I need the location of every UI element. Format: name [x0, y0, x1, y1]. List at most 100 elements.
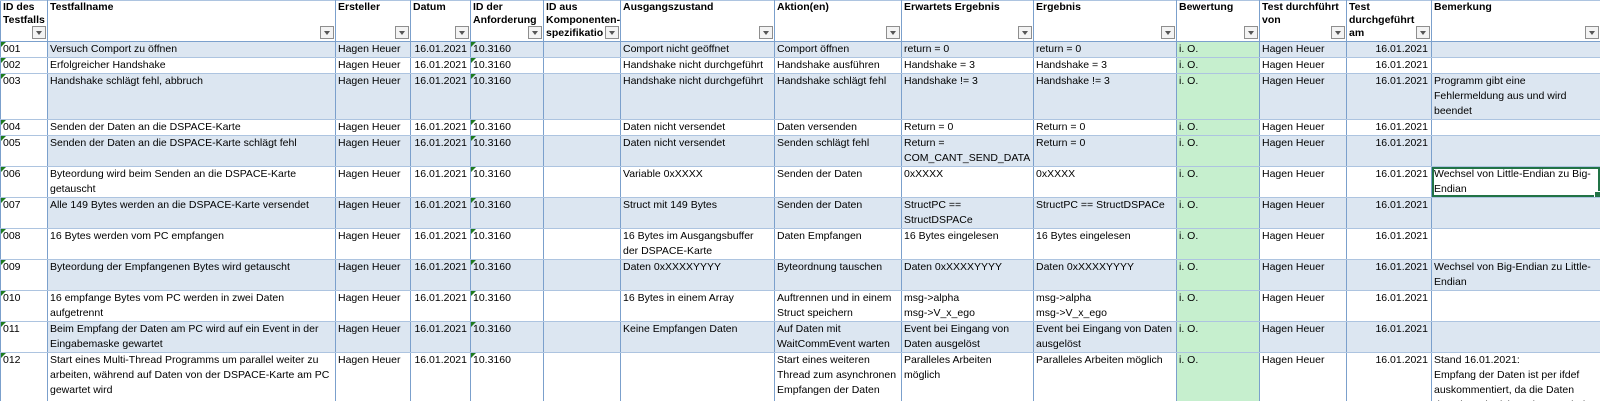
filter-button-test_von[interactable] [1331, 26, 1345, 39]
cell-002-komponentenspezifikation[interactable] [543, 57, 621, 74]
cell-009-datum[interactable]: 16.01.2021 [410, 259, 471, 291]
cell-005-komponentenspezifikation[interactable] [543, 135, 621, 167]
cell-012-aktion[interactable]: Start eines weiteren Thread zum asynchro… [774, 352, 902, 401]
cell-009-komponentenspezifikation[interactable] [543, 259, 621, 291]
cell-006-erwartetes_ergebnis[interactable]: 0xXXXX [901, 166, 1034, 198]
cell-008-anforderung[interactable]: 10.3160 [470, 228, 544, 260]
filter-button-erwartetes_ergebnis[interactable] [1018, 26, 1032, 39]
cell-011-anforderung[interactable]: 10.3160 [470, 321, 544, 353]
cell-003-test_am[interactable]: 16.01.2021 [1346, 73, 1432, 120]
filter-button-test_am[interactable] [1416, 26, 1430, 39]
cell-004-id[interactable]: 004 [0, 119, 48, 136]
cell-001-ersteller[interactable]: Hagen Heuer [335, 41, 411, 58]
cell-004-ergebnis[interactable]: Return = 0 [1033, 119, 1177, 136]
cell-001-testfallname[interactable]: Versuch Comport zu öffnen [47, 41, 336, 58]
cell-003-datum[interactable]: 16.01.2021 [410, 73, 471, 120]
cell-001-id[interactable]: 001 [0, 41, 48, 58]
cell-007-erwartetes_ergebnis[interactable]: StructPC == StructDSPACe [901, 197, 1034, 229]
cell-001-ergebnis[interactable]: return = 0 [1033, 41, 1177, 58]
cell-003-aktion[interactable]: Handshake schlägt fehl [774, 73, 902, 120]
cell-010-ergebnis[interactable]: msg->alpha msg->V_x_ego [1033, 290, 1177, 322]
cell-006-test_am[interactable]: 16.01.2021 [1346, 166, 1432, 198]
cell-008-test_am[interactable]: 16.01.2021 [1346, 228, 1432, 260]
cell-008-ersteller[interactable]: Hagen Heuer [335, 228, 411, 260]
cell-004-aktion[interactable]: Daten versenden [774, 119, 902, 136]
cell-012-id[interactable]: 012 [0, 352, 48, 401]
cell-012-anforderung[interactable]: 10.3160 [470, 352, 544, 401]
cell-002-anforderung[interactable]: 10.3160 [470, 57, 544, 74]
cell-005-aktion[interactable]: Senden schlägt fehl [774, 135, 902, 167]
filter-button-bewertung[interactable] [1244, 26, 1258, 39]
cell-002-ergebnis[interactable]: Handshake = 3 [1033, 57, 1177, 74]
filter-button-anforderung[interactable] [528, 26, 542, 39]
cell-009-aktion[interactable]: Byteordnung tauschen [774, 259, 902, 291]
cell-003-anforderung[interactable]: 10.3160 [470, 73, 544, 120]
cell-001-komponentenspezifikation[interactable] [543, 41, 621, 58]
cell-010-id[interactable]: 010 [0, 290, 48, 322]
cell-009-bemerkung[interactable]: Wechsel von Big-Endian zu Little-Endian [1431, 259, 1600, 291]
cell-011-erwartetes_ergebnis[interactable]: Event bei Eingang von Daten ausgelöst [901, 321, 1034, 353]
cell-007-test_von[interactable]: Hagen Heuer [1259, 197, 1347, 229]
cell-001-bemerkung[interactable] [1431, 41, 1600, 58]
cell-005-ausgangszustand[interactable]: Daten nicht versendet [620, 135, 775, 167]
cell-011-test_am[interactable]: 16.01.2021 [1346, 321, 1432, 353]
cell-011-bewertung[interactable]: i. O. [1176, 321, 1260, 353]
cell-001-ausgangszustand[interactable]: Comport nicht geöffnet [620, 41, 775, 58]
cell-008-datum[interactable]: 16.01.2021 [410, 228, 471, 260]
cell-011-ergebnis[interactable]: Event bei Eingang von Daten ausgelöst [1033, 321, 1177, 353]
cell-005-ersteller[interactable]: Hagen Heuer [335, 135, 411, 167]
cell-010-test_am[interactable]: 16.01.2021 [1346, 290, 1432, 322]
cell-007-testfallname[interactable]: Alle 149 Bytes werden an die DSPACE-Kart… [47, 197, 336, 229]
cell-012-test_am[interactable]: 16.01.2021 [1346, 352, 1432, 401]
cell-009-id[interactable]: 009 [0, 259, 48, 291]
cell-006-ersteller[interactable]: Hagen Heuer [335, 166, 411, 198]
cell-002-datum[interactable]: 16.01.2021 [410, 57, 471, 74]
cell-005-test_am[interactable]: 16.01.2021 [1346, 135, 1432, 167]
cell-004-ausgangszustand[interactable]: Daten nicht versendet [620, 119, 775, 136]
cell-006-bemerkung[interactable]: Wechsel von Little-Endian zu Big-Endian [1431, 166, 1600, 198]
cell-003-test_von[interactable]: Hagen Heuer [1259, 73, 1347, 120]
cell-012-ausgangszustand[interactable] [620, 352, 775, 401]
cell-005-id[interactable]: 005 [0, 135, 48, 167]
cell-003-ergebnis[interactable]: Handshake != 3 [1033, 73, 1177, 120]
cell-005-bewertung[interactable]: i. O. [1176, 135, 1260, 167]
cell-008-ergebnis[interactable]: 16 Bytes eingelesen [1033, 228, 1177, 260]
cell-009-test_am[interactable]: 16.01.2021 [1346, 259, 1432, 291]
cell-009-testfallname[interactable]: Byteordung der Empfangenen Bytes wird ge… [47, 259, 336, 291]
cell-009-ergebnis[interactable]: Daten 0xXXXXYYYY [1033, 259, 1177, 291]
cell-004-datum[interactable]: 16.01.2021 [410, 119, 471, 136]
cell-003-bemerkung[interactable]: Programm gibt eine Fehlermeldung aus und… [1431, 73, 1600, 120]
cell-012-bemerkung[interactable]: Stand 16.01.2021: Empfang der Daten ist … [1431, 352, 1600, 401]
cell-010-ersteller[interactable]: Hagen Heuer [335, 290, 411, 322]
cell-008-testfallname[interactable]: 16 Bytes werden vom PC empfangen [47, 228, 336, 260]
cell-002-testfallname[interactable]: Erfolgreicher Handshake [47, 57, 336, 74]
filter-button-ausgangszustand[interactable] [759, 26, 773, 39]
cell-003-erwartetes_ergebnis[interactable]: Handshake != 3 [901, 73, 1034, 120]
cell-007-bewertung[interactable]: i. O. [1176, 197, 1260, 229]
cell-010-ausgangszustand[interactable]: 16 Bytes in einem Array [620, 290, 775, 322]
cell-011-datum[interactable]: 16.01.2021 [410, 321, 471, 353]
cell-003-ausgangszustand[interactable]: Handshake nicht durchgeführt [620, 73, 775, 120]
cell-006-id[interactable]: 006 [0, 166, 48, 198]
cell-004-bemerkung[interactable] [1431, 119, 1600, 136]
cell-002-bemerkung[interactable] [1431, 57, 1600, 74]
cell-012-ergebnis[interactable]: Paralleles Arbeiten möglich [1033, 352, 1177, 401]
cell-001-aktion[interactable]: Comport öffnen [774, 41, 902, 58]
cell-006-aktion[interactable]: Senden der Daten [774, 166, 902, 198]
cell-004-ersteller[interactable]: Hagen Heuer [335, 119, 411, 136]
cell-010-bemerkung[interactable] [1431, 290, 1600, 322]
cell-011-test_von[interactable]: Hagen Heuer [1259, 321, 1347, 353]
cell-005-datum[interactable]: 16.01.2021 [410, 135, 471, 167]
cell-001-bewertung[interactable]: i. O. [1176, 41, 1260, 58]
cell-010-aktion[interactable]: Auftrennen und in einem Struct speichern [774, 290, 902, 322]
cell-011-ausgangszustand[interactable]: Keine Empfangen Daten [620, 321, 775, 353]
cell-006-anforderung[interactable]: 10.3160 [470, 166, 544, 198]
cell-002-ersteller[interactable]: Hagen Heuer [335, 57, 411, 74]
cell-011-aktion[interactable]: Auf Daten mit WaitCommEvent warten [774, 321, 902, 353]
cell-006-ergebnis[interactable]: 0xXXXX [1033, 166, 1177, 198]
cell-009-test_von[interactable]: Hagen Heuer [1259, 259, 1347, 291]
cell-008-test_von[interactable]: Hagen Heuer [1259, 228, 1347, 260]
cell-010-bewertung[interactable]: i. O. [1176, 290, 1260, 322]
cell-005-erwartetes_ergebnis[interactable]: Return = COM_CANT_SEND_DATA [901, 135, 1034, 167]
cell-012-bewertung[interactable]: i. O. [1176, 352, 1260, 401]
